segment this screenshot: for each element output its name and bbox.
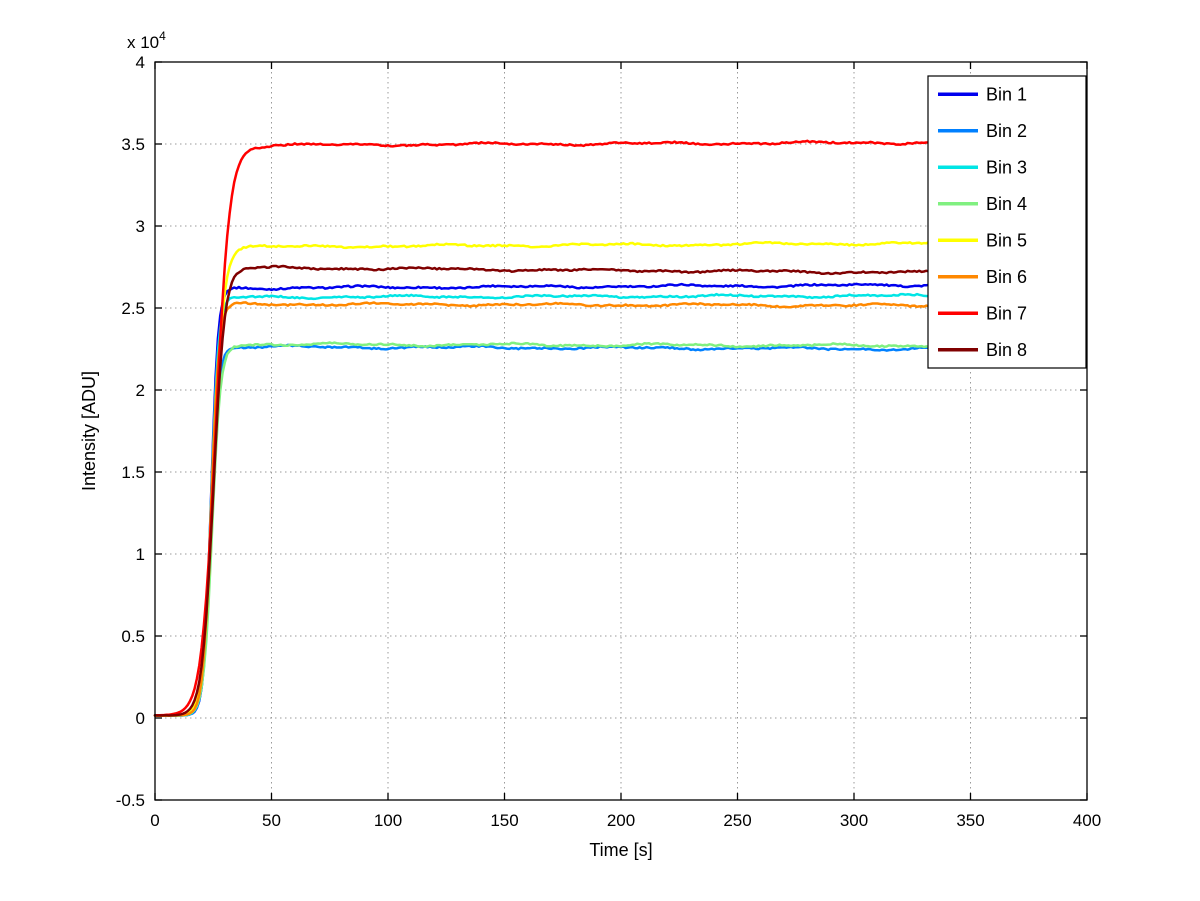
series-line-bin-6: [153, 301, 937, 718]
x-tick-label: 350: [956, 811, 984, 830]
series-lines: [153, 139, 937, 718]
legend-item-label: Bin 4: [986, 194, 1027, 214]
legend: Bin 1 Bin 2 Bin 3 Bin 4 Bin 5 Bin 6 Bin 7 Bin 8: [927, 75, 1087, 369]
y-tick-label: 0: [136, 709, 145, 728]
legend-item-label: Bin 5: [986, 230, 1027, 250]
series-line-bin-4: [153, 341, 937, 717]
x-tick-label: 250: [723, 811, 751, 830]
x-tick-label: 0: [150, 811, 159, 830]
legend-box: [927, 75, 1087, 369]
y-tick-label: 0.5: [121, 627, 145, 646]
x-tick-label: 150: [490, 811, 518, 830]
series-line-bin-2: [153, 343, 937, 717]
y-tick-label: 4: [136, 53, 145, 72]
x-tick-label: 400: [1073, 811, 1101, 830]
series-line-bin-1: [153, 282, 937, 717]
legend-item-label: Bin 2: [986, 121, 1027, 141]
y-tick-label: 2: [136, 381, 145, 400]
series-line-bin-5: [153, 240, 937, 717]
x-tick-label: 300: [840, 811, 868, 830]
y-axis-multiplier: x 104: [127, 29, 166, 52]
legend-item-label: Bin 3: [986, 157, 1027, 177]
x-axis-label: Time [s]: [589, 840, 652, 860]
legend-item-label: Bin 6: [986, 267, 1027, 287]
y-tick-label: 1.5: [121, 463, 145, 482]
y-tick-label: -0.5: [116, 791, 145, 810]
y-tick-label: 3: [136, 217, 145, 236]
axes: [154, 61, 1088, 801]
series-line-bin-3: [153, 292, 937, 717]
x-tick-label: 100: [374, 811, 402, 830]
y-axis-label: Intensity [ADU]: [79, 371, 99, 491]
y-tick-label: 1: [136, 545, 145, 564]
series-line-bin-8: [153, 264, 937, 717]
y-tick-label: 3.5: [121, 135, 145, 154]
x-tick-label: 50: [262, 811, 281, 830]
series-line-bin-7: [153, 139, 937, 717]
legend-item-label: Bin 8: [986, 340, 1027, 360]
legend-item-label: Bin 1: [986, 84, 1027, 104]
tick-labels: 0 50 100 150 200 250 300 350 400 -0.5 0 0.5 1 1.5 2 2.5…: [116, 53, 1101, 830]
y-tick-label: 2.5: [121, 299, 145, 318]
legend-item-label: Bin 7: [986, 303, 1027, 323]
x-tick-label: 200: [607, 811, 635, 830]
